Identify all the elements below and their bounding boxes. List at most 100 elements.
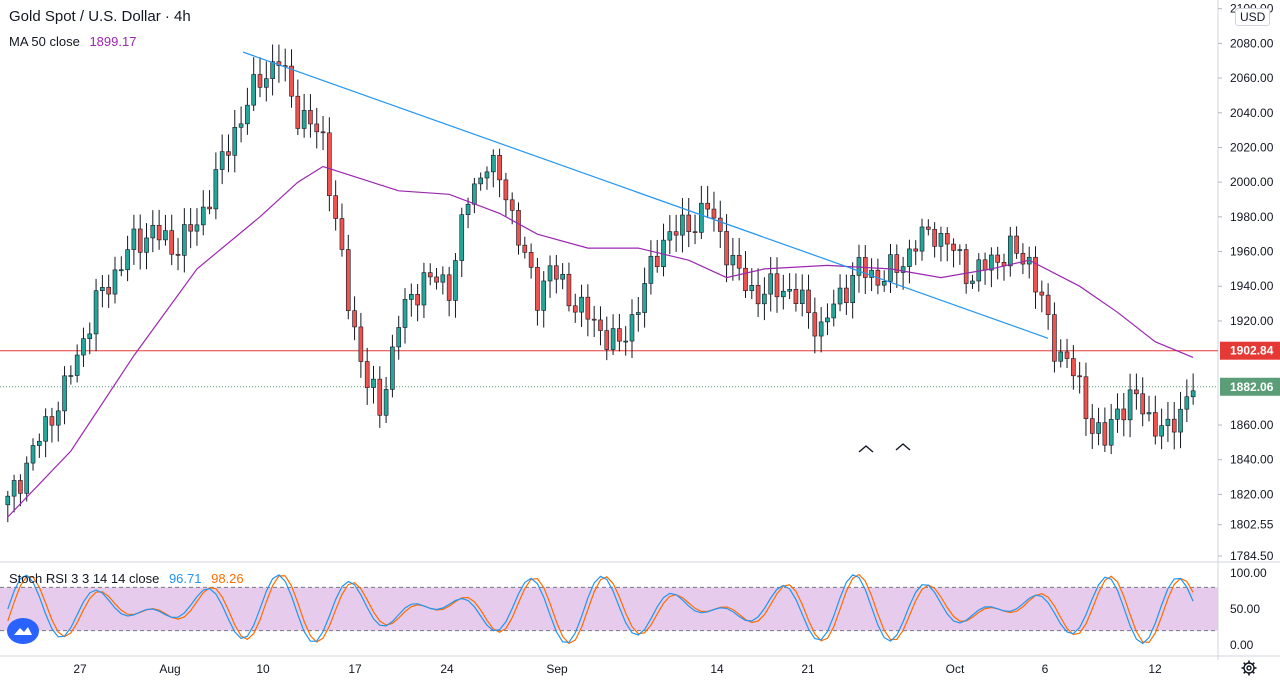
candle-body <box>200 206 206 226</box>
candle-body <box>434 276 439 283</box>
candle-body <box>831 303 837 319</box>
price-tick-label: 1802.55 <box>1230 518 1274 532</box>
price-tick-label: 1940.00 <box>1230 279 1274 293</box>
candle-body <box>610 328 616 350</box>
candle-body <box>617 328 622 342</box>
time-axis-label: 10 <box>256 662 270 676</box>
candle-body <box>150 224 156 239</box>
time-axis-label: 12 <box>1148 662 1162 676</box>
candle-body <box>743 267 748 291</box>
candle-body <box>812 312 818 337</box>
candle-body <box>1045 294 1051 315</box>
candle-body <box>1171 418 1177 433</box>
candle-body <box>692 231 698 233</box>
candle-body <box>900 266 906 273</box>
candle-body <box>1064 351 1070 359</box>
candle-body <box>522 244 528 253</box>
candle-body <box>238 123 244 128</box>
candle-body <box>320 131 326 134</box>
candle-body <box>736 254 742 269</box>
candle-body <box>327 132 332 196</box>
candle-body <box>938 233 944 247</box>
currency-button[interactable]: USD <box>1235 8 1271 26</box>
low-marker-2 <box>895 443 911 451</box>
stoch-k-line <box>7 574 1194 645</box>
candle-body <box>951 243 956 251</box>
candle-body <box>1102 422 1108 446</box>
candle-body <box>1184 396 1190 410</box>
candle-body <box>106 287 111 295</box>
candle-body <box>68 375 74 377</box>
stoch-d-value: 98.26 <box>211 571 244 586</box>
candle-body <box>125 249 130 271</box>
candle-body <box>503 179 509 201</box>
candle-body <box>390 346 395 390</box>
candle-body <box>926 226 931 230</box>
candle-body <box>541 280 547 311</box>
candle-body <box>345 249 351 311</box>
trendline <box>242 51 1049 339</box>
candle-body <box>1153 412 1158 437</box>
candle-body <box>478 177 483 185</box>
candle-body <box>5 495 11 506</box>
candle-body <box>585 296 591 320</box>
settings-gear-icon[interactable] <box>1241 660 1257 676</box>
candle-body <box>818 321 824 337</box>
ma-label: MA 50 close <box>9 34 80 49</box>
candle-body <box>888 254 893 282</box>
candle-body <box>352 310 357 328</box>
candle-body <box>774 273 780 298</box>
candle-body <box>717 217 723 232</box>
last-price-tag <box>1220 377 1280 396</box>
candle-body <box>1146 412 1152 415</box>
tradingview-logo-icon <box>7 618 39 644</box>
candle-body <box>547 265 553 282</box>
candle-body <box>1115 408 1120 420</box>
candle-body <box>295 95 301 129</box>
candle-body <box>497 154 502 181</box>
stoch-label: Stoch RSI 3 3 14 14 close <box>9 571 160 586</box>
candle-body <box>913 248 919 252</box>
candle-body <box>730 254 736 266</box>
candle-body <box>1134 389 1139 395</box>
candle-body <box>188 224 193 232</box>
candle-body <box>465 203 471 215</box>
candle-body <box>1089 418 1095 434</box>
candle-body <box>844 287 849 304</box>
candle-body <box>1071 358 1076 377</box>
candle-body <box>43 416 48 442</box>
candle-body <box>100 287 105 292</box>
price-tick-label: 2080.00 <box>1230 36 1274 50</box>
candle-body <box>554 265 559 280</box>
candle-body <box>629 314 635 342</box>
candle-body <box>81 338 86 356</box>
candle-body <box>799 289 805 304</box>
candle-body <box>308 110 313 125</box>
candle-body <box>572 305 578 313</box>
candle-body <box>919 226 925 252</box>
candle-body <box>87 333 93 339</box>
candle-body <box>427 272 433 278</box>
candle-body <box>182 224 187 256</box>
price-tick-label: 1840.00 <box>1230 453 1274 467</box>
time-axis-label: 17 <box>348 662 362 676</box>
candle-body <box>37 440 42 446</box>
candle-body <box>1165 418 1171 426</box>
candle-body <box>383 389 389 416</box>
candle-body <box>118 269 124 272</box>
candle-body <box>1108 419 1114 446</box>
time-axis-label: Aug <box>159 662 180 676</box>
time-axis-label: Sep <box>546 662 568 676</box>
candle-body <box>339 218 345 250</box>
candle-body <box>251 74 256 106</box>
candle-body <box>371 378 376 388</box>
time-axis-label: 6 <box>1042 662 1049 676</box>
candle-body <box>850 275 855 304</box>
candle-body <box>93 290 99 335</box>
candle-body <box>1052 314 1057 362</box>
low-marker-1 <box>858 445 874 453</box>
candle-body <box>528 252 534 268</box>
candle-body <box>226 151 231 156</box>
candle-body <box>648 255 654 284</box>
